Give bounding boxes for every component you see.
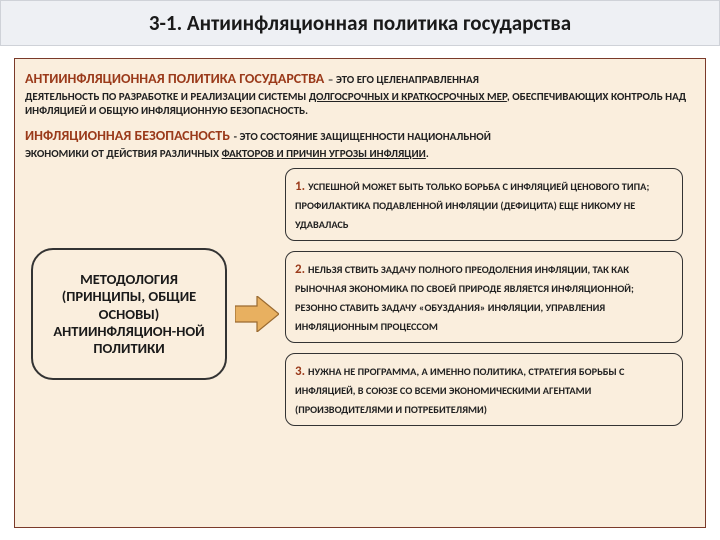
def1-body-pre: ДЕЯТЕЛЬНОСТЬ ПО РАЗРАБОТКЕ И РЕАЛИЗАЦИИ …	[25, 90, 309, 103]
methodology-box: МЕТОДОЛОГИЯ (ПРИНЦИПЫ, ОБЩИЕ ОСНОВЫ) АНТ…	[31, 248, 227, 380]
item-text-2: НЕЛЬЗЯ СТВИТЬ ЗАДАЧУ ПОЛНОГО ПРЕОДОЛЕНИЯ…	[295, 263, 634, 333]
def1-body: ДЕЯТЕЛЬНОСТЬ ПО РАЗРАБОТКЕ И РЕАЛИЗАЦИИ …	[25, 90, 695, 118]
item-num-1: 1.	[295, 179, 308, 194]
item-num-2: 2.	[295, 262, 308, 277]
def1-tail: ЭТО ЕГО ЦЕЛЕНАПРАВЛЕННАЯ	[336, 73, 479, 86]
principle-box-2: 2. НЕЛЬЗЯ СТВИТЬ ЗАДАЧУ ПОЛНОГО ПРЕОДОЛЕ…	[285, 251, 683, 343]
main-panel: АНТИИНФЛЯЦИОННАЯ ПОЛИТИКА ГОСУДАРСТВА – …	[14, 58, 706, 528]
arrow-icon	[235, 296, 279, 332]
definition-1: АНТИИНФЛЯЦИОННАЯ ПОЛИТИКА ГОСУДАРСТВА – …	[25, 69, 695, 118]
def2-term: ИНФЛЯЦИОННАЯ БЕЗОПАСНОСТЬ	[25, 127, 230, 144]
def1-dash: –	[328, 73, 336, 86]
principle-box-1: 1. УСПЕШНОЙ МОЖЕТ БЫТЬ ТОЛЬКО БОРЬБА С И…	[285, 168, 683, 241]
diagram: МЕТОДОЛОГИЯ (ПРИНЦИПЫ, ОБЩИЕ ОСНОВЫ) АНТ…	[25, 168, 695, 468]
def2-tail: ЭТО СОСТОЯНИЕ ЗАЩИЩЕННОСТИ НАЦИОНАЛЬНОЙ	[239, 130, 490, 143]
def1-body-u: ДОЛГОСРОЧНЫХ И КРАТКОСРОЧНЫХ МЕР	[309, 90, 507, 103]
item-num-3: 3.	[295, 364, 308, 379]
page-title: 3-1. Антиинфляционная политика государст…	[149, 10, 571, 36]
item-text-1: УСПЕШНОЙ МОЖЕТ БЫТЬ ТОЛЬКО БОРЬБА С ИНФЛ…	[295, 180, 649, 231]
definition-2: ИНФЛЯЦИОННАЯ БЕЗОПАСНОСТЬ - ЭТО СОСТОЯНИ…	[25, 126, 695, 161]
def2-body-pre: ЭКОНОМИКИ ОТ ДЕЙСТВИЯ РАЗЛИЧНЫХ	[25, 147, 222, 160]
def2-body-u: ФАКТОРОВ И ПРИЧИН УГРОЗЫ ИНФЛЯЦИИ	[222, 147, 426, 160]
principles-column: 1. УСПЕШНОЙ МОЖЕТ БЫТЬ ТОЛЬКО БОРЬБА С И…	[285, 168, 683, 436]
title-bar: 3-1. Антиинфляционная политика государст…	[0, 0, 720, 46]
def2-body-post: .	[426, 147, 429, 160]
def2-body: ЭКОНОМИКИ ОТ ДЕЙСТВИЯ РАЗЛИЧНЫХ ФАКТОРОВ…	[25, 147, 695, 161]
methodology-text: МЕТОДОЛОГИЯ (ПРИНЦИПЫ, ОБЩИЕ ОСНОВЫ) АНТ…	[41, 271, 217, 358]
item-text-3: НУЖНА НЕ ПРОГРАММА, А ИМЕННО ПОЛИТИКА, С…	[295, 365, 625, 416]
principle-box-3: 3. НУЖНА НЕ ПРОГРАММА, А ИМЕННО ПОЛИТИКА…	[285, 353, 683, 426]
def1-term: АНТИИНФЛЯЦИОННАЯ ПОЛИТИКА ГОСУДАРСТВА	[25, 70, 324, 87]
